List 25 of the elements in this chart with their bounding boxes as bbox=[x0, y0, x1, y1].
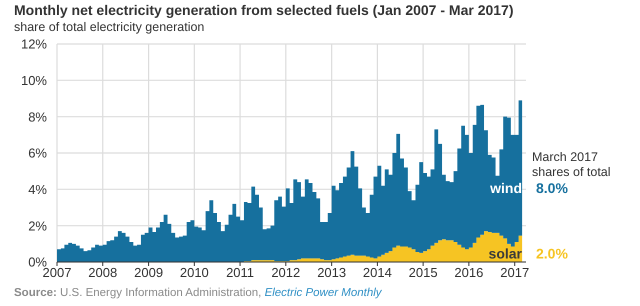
chart-title: Monthly net electricity generation from selected fuels (Jan 2007 - Mar 2017) bbox=[14, 2, 514, 18]
text: March 2017 shares of total bbox=[532, 150, 611, 179]
x-tick-label: 2009 bbox=[134, 265, 164, 280]
x-tick-label: 2014 bbox=[362, 265, 392, 280]
y-tick-label: 2% bbox=[28, 218, 48, 234]
x-tick-label: 2015 bbox=[408, 265, 438, 280]
chart-subtitle: share of total electricity generation bbox=[14, 20, 204, 34]
x-tick-label: 2010 bbox=[180, 265, 209, 280]
series-label: solar bbox=[488, 245, 523, 262]
text: 2.0% bbox=[536, 245, 568, 262]
x-tick-label: 2007 bbox=[42, 265, 72, 280]
x-tick-label: 2016 bbox=[454, 265, 484, 280]
x-tick-label: 2017 bbox=[500, 265, 530, 280]
y-tick-label: 10% bbox=[20, 72, 48, 88]
x-tick-label: 2013 bbox=[317, 265, 346, 280]
text: 8.0% bbox=[536, 180, 568, 196]
x-tick-label: 2012 bbox=[271, 265, 300, 280]
series-label: wind bbox=[489, 180, 522, 196]
y-tick-label: 8% bbox=[28, 109, 48, 124]
y-tick-label: 4% bbox=[28, 182, 48, 197]
y-tick-label: 6% bbox=[28, 146, 48, 161]
x-tick-label: 2008 bbox=[88, 265, 118, 280]
source-note: Source: U.S. Energy Information Administration, Electric Power Monthly bbox=[14, 287, 382, 299]
y-tick-label: 12% bbox=[20, 36, 48, 52]
x-tick-label: 2011 bbox=[226, 265, 254, 280]
